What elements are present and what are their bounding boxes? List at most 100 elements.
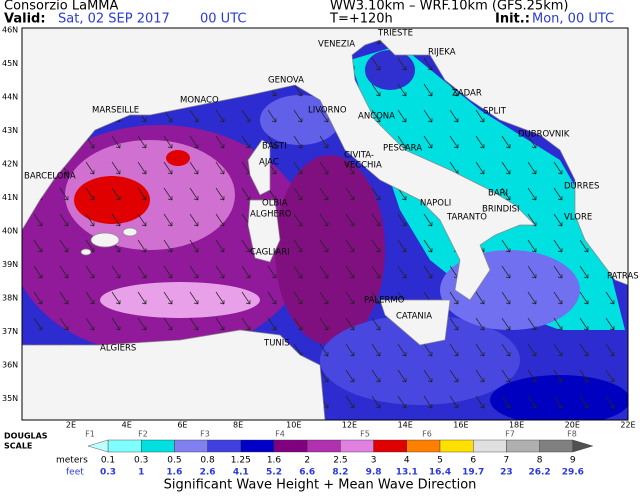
city-label: PATRAS bbox=[607, 272, 639, 282]
lat-label: 35N bbox=[2, 394, 18, 403]
city-label: CIVITA- bbox=[344, 151, 374, 161]
overlay: 46N 45N 44N 43N 42N 41N 40N 39N 38N 37N 36N 35N 2E 4E… bbox=[2, 26, 639, 493]
title: Consorzio LaMMA bbox=[4, 0, 119, 14]
map bbox=[22, 28, 628, 420]
feet-value: 29.6 bbox=[562, 468, 584, 478]
lat-label: 37N bbox=[2, 327, 18, 336]
lat-label: 40N bbox=[2, 227, 18, 236]
feet-value: 19.7 bbox=[462, 468, 484, 478]
city-label: ALGIERS bbox=[100, 344, 136, 354]
city-label: RIJEKA bbox=[428, 48, 456, 58]
lon-label: 18E bbox=[509, 421, 524, 430]
meters-value: 0.8 bbox=[200, 456, 215, 466]
init-value: Mon, 00 UTC bbox=[532, 12, 614, 27]
city-label: VENEZIA bbox=[318, 40, 355, 50]
valid-label: Valid: bbox=[4, 12, 46, 27]
city-label: DUBROVNIK bbox=[518, 130, 570, 140]
meters-value: 6 bbox=[470, 456, 476, 466]
force-label: F6 bbox=[422, 430, 432, 439]
city-label: ANCONA bbox=[358, 112, 395, 122]
lat-label: 41N bbox=[2, 193, 18, 202]
city-label: OLBIA bbox=[262, 199, 288, 209]
feet-value: 1 bbox=[138, 468, 144, 478]
city-label: LIVORNO bbox=[308, 106, 347, 116]
lat-label: 42N bbox=[2, 160, 18, 169]
city-label: BARCELONA bbox=[24, 172, 76, 182]
feet-value: 1.6 bbox=[166, 468, 182, 478]
lon-label: 16E bbox=[453, 421, 468, 430]
city-label: SPLIT bbox=[483, 107, 507, 117]
legend-swatch bbox=[174, 439, 208, 453]
lat-label: 39N bbox=[2, 260, 18, 269]
meters-value: 0.3 bbox=[134, 456, 148, 466]
city-label: VLORE bbox=[564, 213, 592, 223]
legend-swatch bbox=[539, 439, 573, 453]
lon-label: 22E bbox=[620, 421, 635, 430]
feet-value: 0.3 bbox=[100, 468, 116, 478]
legend-swatch bbox=[439, 439, 474, 453]
legend-swatch bbox=[406, 439, 441, 453]
force-label: F4 bbox=[275, 430, 285, 439]
legend-swatch bbox=[240, 439, 275, 453]
model: WW3.10km – WRF.10km (GFS.25km) bbox=[330, 0, 568, 14]
lat-label: 43N bbox=[2, 126, 18, 135]
city-label: BARI bbox=[488, 189, 508, 199]
city-label: TRIESTE bbox=[377, 29, 413, 39]
legend-swatch bbox=[140, 439, 175, 453]
meters-value: 0.5 bbox=[167, 456, 181, 466]
lon-label: 8E bbox=[233, 421, 243, 430]
feet-value: 4.1 bbox=[233, 468, 249, 478]
meters-value: 2 bbox=[304, 456, 310, 466]
land bbox=[22, 28, 628, 420]
city-label: TUNIS bbox=[263, 339, 290, 349]
city-label: ZADAR bbox=[452, 89, 482, 99]
city-label: TARANTO bbox=[446, 213, 487, 223]
valid-time: 00 UTC bbox=[200, 12, 246, 27]
feet-value: 9.8 bbox=[366, 468, 382, 478]
lon-label: 10E bbox=[286, 421, 301, 430]
meters-value: 1.6 bbox=[267, 456, 282, 466]
feet-value: 13.1 bbox=[396, 468, 418, 478]
meters-label: meters bbox=[56, 456, 88, 466]
city-label: ALGHERO bbox=[250, 210, 292, 220]
scale-title: SCALE bbox=[4, 442, 32, 451]
force-label: F5 bbox=[360, 430, 370, 439]
feet-value: 2.6 bbox=[200, 468, 216, 478]
city-label: BRINDISI bbox=[482, 205, 520, 215]
lon-label: 2E bbox=[66, 421, 76, 430]
meters-value: 7 bbox=[504, 456, 510, 466]
feet-value: 23 bbox=[500, 468, 513, 478]
legend-swatch bbox=[107, 439, 142, 453]
feet-value: 26.2 bbox=[528, 468, 550, 478]
init-label: Init.: bbox=[495, 12, 530, 27]
force-label: F3 bbox=[200, 430, 210, 439]
force-label: F2 bbox=[138, 430, 148, 439]
legend-swatch bbox=[506, 439, 540, 453]
meters-value: 8 bbox=[537, 456, 543, 466]
meters-value: 1.25 bbox=[231, 456, 251, 466]
legend-swatch bbox=[273, 439, 308, 453]
lon-label: 20E bbox=[565, 421, 580, 430]
meters-value: 0.1 bbox=[101, 456, 115, 466]
feet-value: 6.6 bbox=[299, 468, 315, 478]
legend-swatch bbox=[473, 439, 507, 453]
force-label: F1 bbox=[85, 430, 95, 439]
city-label: BASTI bbox=[262, 142, 287, 152]
lat-label: 38N bbox=[2, 294, 18, 303]
city-label: PESCARA bbox=[383, 144, 422, 154]
lat-label: 45N bbox=[2, 59, 18, 68]
force-label: F8 bbox=[567, 430, 577, 439]
lat-label: 44N bbox=[2, 93, 18, 102]
lon-label: 6E bbox=[177, 421, 187, 430]
lat-label: 36N bbox=[2, 361, 18, 370]
legend-end bbox=[572, 439, 594, 453]
feet-value: 5.2 bbox=[266, 468, 282, 478]
lat-label: 46N bbox=[2, 26, 18, 35]
lon-label: 12E bbox=[342, 421, 357, 430]
legend-swatch bbox=[207, 439, 242, 453]
scale-title: DOUGLAS bbox=[4, 432, 48, 441]
legend-swatch bbox=[307, 439, 341, 453]
city-label: CATANIA bbox=[396, 312, 432, 322]
feet-value: 16.4 bbox=[429, 468, 451, 478]
